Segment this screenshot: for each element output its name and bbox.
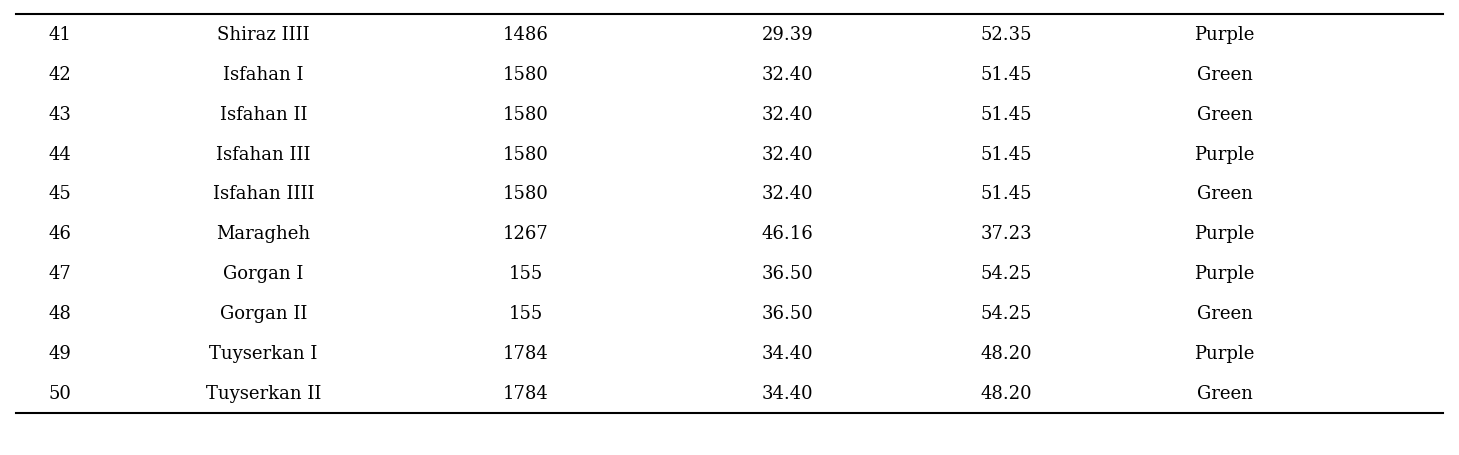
Text: 54.25: 54.25: [980, 265, 1032, 283]
Text: 34.40: 34.40: [762, 384, 814, 402]
Text: 48: 48: [48, 304, 71, 323]
Text: Gorgan I: Gorgan I: [223, 265, 303, 283]
Text: 48.20: 48.20: [980, 384, 1032, 402]
Text: 1580: 1580: [503, 106, 549, 123]
Text: Green: Green: [1196, 185, 1253, 203]
Text: 1580: 1580: [503, 185, 549, 203]
Text: 48.20: 48.20: [980, 344, 1032, 362]
Text: 29.39: 29.39: [762, 26, 814, 44]
Text: 32.40: 32.40: [762, 185, 814, 203]
Text: 1267: 1267: [503, 225, 549, 243]
Text: Purple: Purple: [1195, 26, 1255, 44]
Text: Isfahan I: Isfahan I: [223, 66, 303, 84]
Text: 155: 155: [509, 304, 543, 323]
Text: Shiraz IIII: Shiraz IIII: [217, 26, 309, 44]
Text: 43: 43: [48, 106, 71, 123]
Text: 51.45: 51.45: [980, 145, 1032, 163]
Text: 46: 46: [48, 225, 71, 243]
Text: Green: Green: [1196, 66, 1253, 84]
Text: 52.35: 52.35: [980, 26, 1032, 44]
Text: Green: Green: [1196, 106, 1253, 123]
Text: 47: 47: [48, 265, 71, 283]
Text: Isfahan II: Isfahan II: [220, 106, 308, 123]
Text: Green: Green: [1196, 384, 1253, 402]
Text: 32.40: 32.40: [762, 106, 814, 123]
Text: 46.16: 46.16: [762, 225, 814, 243]
Text: 45: 45: [48, 185, 71, 203]
Text: 34.40: 34.40: [762, 344, 814, 362]
Text: 50: 50: [48, 384, 71, 402]
Text: Purple: Purple: [1195, 145, 1255, 163]
Text: 1784: 1784: [503, 344, 549, 362]
Text: 32.40: 32.40: [762, 145, 814, 163]
Text: 44: 44: [48, 145, 71, 163]
Text: 51.45: 51.45: [980, 66, 1032, 84]
Text: 41: 41: [48, 26, 71, 44]
Text: 49: 49: [48, 344, 71, 362]
Text: 36.50: 36.50: [762, 265, 814, 283]
Text: Purple: Purple: [1195, 344, 1255, 362]
Text: Purple: Purple: [1195, 225, 1255, 243]
Text: 1580: 1580: [503, 145, 549, 163]
Text: Isfahan IIII: Isfahan IIII: [213, 185, 314, 203]
Text: Tuyserkan II: Tuyserkan II: [206, 384, 321, 402]
Text: Isfahan III: Isfahan III: [216, 145, 311, 163]
Text: Green: Green: [1196, 304, 1253, 323]
Text: 36.50: 36.50: [762, 304, 814, 323]
Text: 54.25: 54.25: [980, 304, 1032, 323]
Text: Gorgan II: Gorgan II: [220, 304, 308, 323]
Text: Maragheh: Maragheh: [216, 225, 311, 243]
Text: 42: 42: [48, 66, 71, 84]
Text: Purple: Purple: [1195, 265, 1255, 283]
Text: 32.40: 32.40: [762, 66, 814, 84]
Text: 51.45: 51.45: [980, 106, 1032, 123]
Text: 37.23: 37.23: [980, 225, 1032, 243]
Text: 1580: 1580: [503, 66, 549, 84]
Text: 51.45: 51.45: [980, 185, 1032, 203]
Text: 1486: 1486: [503, 26, 549, 44]
Text: Tuyserkan I: Tuyserkan I: [209, 344, 318, 362]
Text: 1784: 1784: [503, 384, 549, 402]
Text: 155: 155: [509, 265, 543, 283]
